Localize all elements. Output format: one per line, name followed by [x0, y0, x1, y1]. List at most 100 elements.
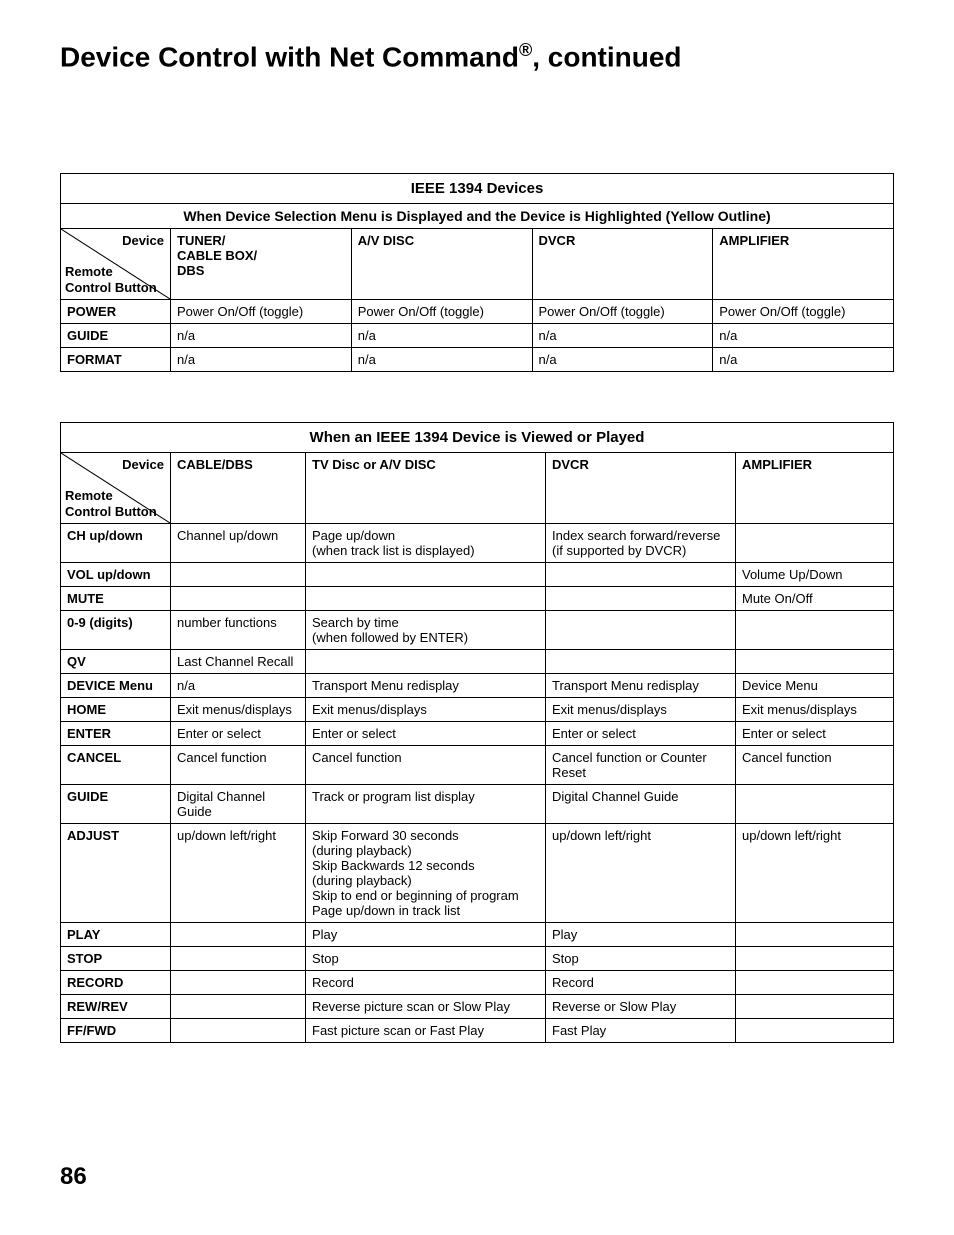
cell: Mute On/Off: [736, 587, 894, 611]
cell: n/a: [532, 348, 713, 372]
cell: Record: [546, 971, 736, 995]
cell: Enter or select: [171, 722, 306, 746]
cell: Exit menus/displays: [306, 698, 546, 722]
cell: Skip Forward 30 seconds(during playback)…: [306, 824, 546, 923]
row-header: GUIDE: [61, 324, 171, 348]
table-row: CANCELCancel functionCancel functionCanc…: [61, 746, 894, 785]
ieee-devices-table: IEEE 1394 Devices When Device Selection …: [60, 173, 894, 372]
cell: n/a: [351, 348, 532, 372]
cell: up/down left/right: [736, 824, 894, 923]
t1-body: POWERPower On/Off (toggle)Power On/Off (…: [61, 300, 894, 372]
cell: Index search forward/reverse(if supporte…: [546, 524, 736, 563]
diag-bottom-label: Remote Control Button: [65, 264, 157, 295]
cell: [546, 650, 736, 674]
cell: [736, 947, 894, 971]
t2-col-3: AMPLIFIER: [736, 453, 894, 524]
cell: Play: [306, 923, 546, 947]
diag-top-label-2: Device: [122, 457, 164, 472]
diag-top-label: Device: [122, 233, 164, 248]
table2-title: When an IEEE 1394 Device is Viewed or Pl…: [61, 423, 894, 453]
table-row: FORMATn/an/an/an/a: [61, 348, 894, 372]
cell: n/a: [171, 674, 306, 698]
t2-col-1: TV Disc or A/V DISC: [306, 453, 546, 524]
cell: Channel up/down: [171, 524, 306, 563]
table1-diag-header: Device Remote Control Button: [61, 229, 171, 300]
cell: [546, 563, 736, 587]
t1-col-3: AMPLIFIER: [713, 229, 894, 300]
cell: number functions: [171, 611, 306, 650]
cell: Stop: [546, 947, 736, 971]
cell: Power On/Off (toggle): [713, 300, 894, 324]
cell: [306, 587, 546, 611]
t2-col-2: DVCR: [546, 453, 736, 524]
page-number: 86: [60, 1163, 894, 1191]
title-post: , continued: [532, 41, 681, 72]
table-row: GUIDEDigital Channel GuideTrack or progr…: [61, 785, 894, 824]
cell: [171, 995, 306, 1019]
cell: Transport Menu redisplay: [306, 674, 546, 698]
cell: Cancel function or Counter Reset: [546, 746, 736, 785]
cell: [306, 650, 546, 674]
table-row: ENTEREnter or selectEnter or selectEnter…: [61, 722, 894, 746]
cell: Transport Menu redisplay: [546, 674, 736, 698]
cell: Reverse or Slow Play: [546, 995, 736, 1019]
cell: Digital Channel Guide: [171, 785, 306, 824]
table-row: POWERPower On/Off (toggle)Power On/Off (…: [61, 300, 894, 324]
cell: Cancel function: [171, 746, 306, 785]
cell: Track or program list display: [306, 785, 546, 824]
cell: [736, 785, 894, 824]
cell: [171, 587, 306, 611]
cell: [171, 563, 306, 587]
cell: [171, 1019, 306, 1043]
table2-diag-header: Device Remote Control Button: [61, 453, 171, 524]
cell: Exit menus/displays: [171, 698, 306, 722]
row-header: POWER: [61, 300, 171, 324]
row-header: HOME: [61, 698, 171, 722]
cell: up/down left/right: [171, 824, 306, 923]
cell: [546, 587, 736, 611]
cell: Play: [546, 923, 736, 947]
title-pre: Device Control with Net Command: [60, 41, 519, 72]
cell: [736, 971, 894, 995]
table-row: RECORD RecordRecord: [61, 971, 894, 995]
table-row: QVLast Channel Recall: [61, 650, 894, 674]
t1-col-0: TUNER/CABLE BOX/DBS: [171, 229, 352, 300]
row-header: CH up/down: [61, 524, 171, 563]
cell: [171, 923, 306, 947]
table-row: PLAYPlayPlay: [61, 923, 894, 947]
cell: Cancel function: [306, 746, 546, 785]
table-row: REW/REVReverse picture scan or Slow Play…: [61, 995, 894, 1019]
cell: [736, 524, 894, 563]
table-row: FF/FWD Fast picture scan or Fast PlayFast…: [61, 1019, 894, 1043]
row-header: FF/FWD: [61, 1019, 171, 1043]
page-title: Device Control with Net Command®, contin…: [60, 40, 894, 73]
cell: Enter or select: [736, 722, 894, 746]
cell: n/a: [171, 348, 352, 372]
cell: [736, 1019, 894, 1043]
cell: Power On/Off (toggle): [351, 300, 532, 324]
cell: Enter or select: [306, 722, 546, 746]
cell: Fast Play: [546, 1019, 736, 1043]
row-header: 0-9 (digits): [61, 611, 171, 650]
row-header: ENTER: [61, 722, 171, 746]
cell: n/a: [713, 348, 894, 372]
table1-subtitle: When Device Selection Menu is Displayed …: [61, 204, 894, 229]
cell: [736, 611, 894, 650]
table-row: VOL up/downVolume Up/Down: [61, 563, 894, 587]
cell: Fast picture scan or Fast Play: [306, 1019, 546, 1043]
cell: up/down left/right: [546, 824, 736, 923]
cell: Enter or select: [546, 722, 736, 746]
table-row: ADJUSTup/down left/rightSkip Forward 30 …: [61, 824, 894, 923]
cell: n/a: [532, 324, 713, 348]
cell: Cancel function: [736, 746, 894, 785]
cell: Exit menus/displays: [546, 698, 736, 722]
ieee-viewed-table: When an IEEE 1394 Device is Viewed or Pl…: [60, 422, 894, 1043]
cell: [736, 650, 894, 674]
row-header: GUIDE: [61, 785, 171, 824]
row-header: RECORD: [61, 971, 171, 995]
table-row: HOMEExit menus/displaysExit menus/displa…: [61, 698, 894, 722]
table-row: 0-9 (digits)number functionsSearch by ti…: [61, 611, 894, 650]
cell: Record: [306, 971, 546, 995]
cell: Exit menus/displays: [736, 698, 894, 722]
cell: Power On/Off (toggle): [171, 300, 352, 324]
